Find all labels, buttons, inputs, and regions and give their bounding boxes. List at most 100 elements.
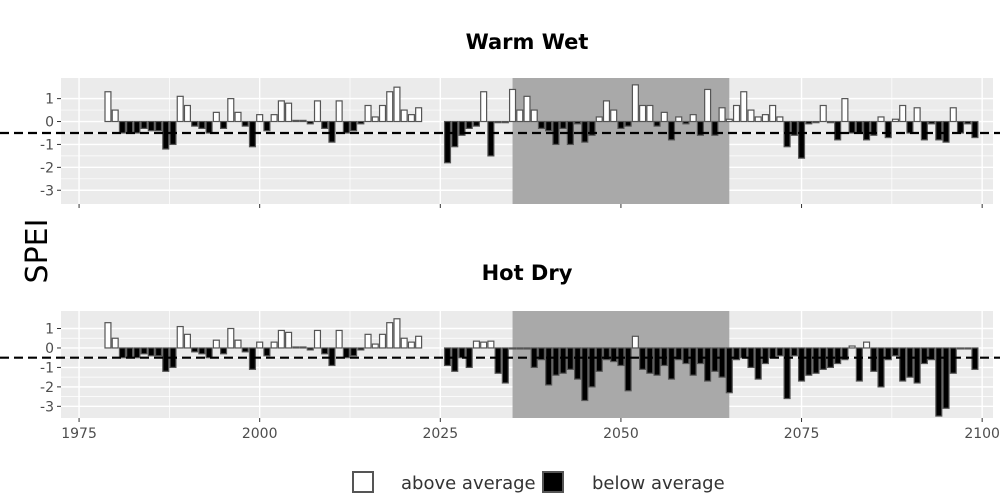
bar-2063	[711, 120, 719, 136]
bar-2007	[306, 347, 314, 351]
bar-2086	[877, 347, 885, 388]
bar-2082	[848, 345, 856, 349]
legend-key-above-average	[352, 471, 374, 493]
bar-1980	[111, 109, 119, 123]
bar-2026	[443, 120, 452, 164]
bar-2063	[711, 347, 719, 372]
bar-2074	[790, 120, 798, 136]
bar-2049	[610, 109, 618, 123]
bar-2001	[263, 347, 271, 357]
bar-2021	[407, 114, 415, 123]
bar-2076	[805, 347, 813, 376]
bar-2091	[913, 107, 921, 123]
bar-1995	[219, 120, 228, 130]
bar-2020	[400, 109, 408, 123]
bar-1982	[126, 347, 134, 359]
bar-2017	[378, 104, 387, 123]
bar-2095	[942, 120, 950, 143]
bar-2034	[501, 347, 509, 384]
bar-2035	[508, 347, 517, 350]
bar-2096	[949, 107, 957, 123]
bar-2046	[588, 347, 596, 388]
bar-1989	[176, 325, 184, 349]
bar-2042	[559, 120, 567, 130]
bar-2009	[321, 120, 329, 130]
bar-2082	[848, 120, 856, 134]
bar-2095	[942, 347, 950, 409]
bar-2059	[682, 347, 690, 365]
panel-title: Hot Dry	[482, 261, 573, 285]
bar-2012	[342, 347, 350, 359]
highlight-period-band	[512, 78, 730, 204]
legend-label-above-average: above average	[401, 473, 536, 494]
bar-2054	[646, 347, 654, 374]
bar-2008	[313, 329, 322, 349]
bar-2080	[834, 347, 842, 365]
bar-1989	[176, 95, 184, 123]
bar-2015	[364, 333, 372, 349]
bar-2042	[559, 347, 567, 374]
bar-2004	[285, 102, 293, 123]
bar-2017	[378, 333, 387, 349]
bar-2016	[371, 116, 379, 123]
bar-2027	[451, 347, 459, 372]
bar-2056	[660, 111, 668, 123]
bar-1986	[154, 347, 163, 357]
bar-1998	[241, 347, 249, 353]
bar-2067	[740, 347, 748, 359]
bar-2037	[523, 347, 531, 350]
bar-2065	[725, 347, 733, 394]
bar-2060	[689, 114, 697, 123]
bar-2051	[624, 347, 632, 392]
bar-2032	[487, 120, 495, 157]
bar-2051	[624, 120, 632, 127]
bar-1984	[140, 120, 148, 130]
bar-1993	[205, 347, 213, 359]
bar-2097	[956, 120, 965, 134]
bar-1994	[212, 339, 220, 349]
bar-2073	[783, 120, 791, 148]
bar-2093	[928, 120, 936, 125]
y-tick-label: 0	[45, 115, 54, 131]
bar-1987	[162, 347, 170, 372]
bar-2040	[545, 120, 553, 132]
y-tick-label: 1	[45, 322, 54, 338]
bar-2057	[667, 120, 676, 141]
bar-1996	[227, 327, 235, 349]
bar-2033	[494, 120, 502, 124]
panel-2: Hot Dry 1 0 -1 -2 -3 1975 2000 2025 2050 2075 2100	[0, 261, 1000, 442]
bar-2094	[935, 120, 943, 141]
bar-1997	[234, 339, 242, 349]
bar-2061	[696, 120, 704, 136]
bar-2092	[920, 347, 928, 365]
bar-2028	[458, 120, 466, 136]
bar-2003	[277, 100, 285, 123]
bar-2031	[480, 341, 488, 349]
bar-2098	[964, 347, 972, 350]
bar-2037	[523, 95, 531, 123]
bar-2071	[769, 104, 777, 123]
bar-2081	[841, 347, 849, 361]
bar-2069	[754, 116, 762, 123]
bar-2032	[487, 340, 495, 349]
panel-1: Warm Wet 1 0 -1 -2 -3	[0, 30, 1000, 208]
bar-2019	[393, 86, 401, 123]
bar-1992	[198, 347, 206, 355]
bar-2014	[357, 347, 365, 351]
bar-2086	[877, 116, 885, 123]
bar-1998	[241, 120, 249, 127]
bar-2018	[386, 91, 394, 123]
bar-2000	[256, 114, 264, 123]
bar-2068	[747, 109, 755, 123]
bar-1992	[198, 120, 206, 130]
bar-2075	[797, 347, 806, 382]
bar-2054	[646, 104, 654, 123]
bar-2015	[364, 104, 372, 123]
bar-2018	[386, 322, 394, 349]
bar-2048	[602, 347, 611, 361]
x-tick-label: 2000	[242, 426, 278, 442]
bar-2058	[675, 347, 683, 361]
bar-2061	[696, 347, 704, 365]
bar-2070	[761, 347, 769, 365]
